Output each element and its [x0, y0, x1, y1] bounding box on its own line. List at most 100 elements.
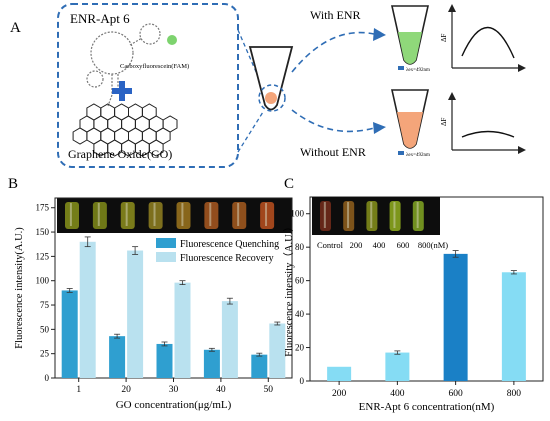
x-tick-label: 200: [332, 389, 347, 399]
panel-a: A ENR-Apt 6 Carboxyfluorescein(FAM) Grap…: [10, 3, 526, 168]
tube-photo-b: [57, 198, 292, 233]
tube-photo: [204, 202, 219, 229]
tube-photo: [260, 202, 275, 229]
hex-cell: [72, 127, 88, 145]
tube-highlight: [97, 203, 100, 226]
hex-cell: [148, 139, 164, 157]
y-tick-label: 60: [295, 276, 305, 286]
go-label: Graphene Oxide(GO): [68, 147, 172, 161]
y-tick-label: 50: [40, 324, 50, 334]
bar-recovery: [269, 323, 286, 378]
tube-label: 200: [350, 240, 363, 250]
graphene-lattice-icon: [72, 103, 178, 157]
bar-quenching: [203, 349, 220, 378]
bar-recovery: [79, 241, 96, 378]
y-tick-label: 80: [295, 242, 305, 252]
tube-highlight: [237, 203, 240, 226]
bar-quenching: [251, 354, 268, 378]
tube-highlight: [393, 202, 396, 228]
x-tick-label: 20: [121, 385, 131, 395]
arrow-head-bottom-icon: [373, 122, 386, 134]
tube-green-icon: [391, 5, 429, 70]
y-tick-label: 150: [36, 227, 50, 237]
bar-quenching: [61, 290, 78, 378]
y-tick-label: 40: [295, 309, 305, 319]
tube-highlight: [181, 203, 184, 226]
chart-b: 0 25 50 75 100 125 150 175 1 20 30 40 50 Fluorescence…: [14, 197, 293, 411]
aptamer-structure-icon: [86, 23, 161, 107]
mini-plot-top: ΔF: [440, 4, 526, 72]
without-enr-label: Without ENR: [300, 145, 366, 159]
panel-b: B 0 25 50 75 100 125 150 175 1 20 30 40 50 Fluorescen…: [8, 176, 293, 411]
chart-c: 0 20 40 60 80 100 200 400 600 800 ENR-Apt 6 concen…: [283, 196, 544, 413]
y-tick-label: 0: [300, 376, 305, 386]
panel-a-label: A: [10, 20, 21, 36]
bar: [385, 352, 410, 381]
legend-label: Fluorescence Quenching: [180, 239, 279, 250]
tube-highlight: [153, 203, 156, 226]
arrow-head-top-icon: [373, 28, 386, 41]
legend-swatch: [156, 238, 176, 248]
x-tick-label: 30: [169, 385, 179, 395]
tube-label: 600: [397, 240, 410, 250]
y-tick-label: 175: [36, 203, 50, 213]
delta-f-bottom: ΔF: [440, 117, 448, 126]
aptamer-title: ENR-Apt 6: [70, 11, 130, 26]
panel-c: C 0 20 40 60 80 100 200 400 600 800 ENR-Apt 6 conc…: [283, 176, 544, 413]
mini-plot-bottom: ΔF: [440, 92, 526, 154]
y-tick-label: 100: [291, 209, 305, 219]
bar: [501, 272, 526, 381]
arrow-without-enr: [291, 109, 375, 133]
with-enr-label: With ENR: [310, 8, 361, 22]
bar: [327, 366, 352, 381]
lambda-bottom: λex=492nm: [406, 153, 430, 158]
tube-label: 400: [373, 240, 386, 250]
tube-highlight: [347, 202, 350, 228]
tube-photo: [176, 202, 191, 229]
x-tick-label: 1: [76, 385, 81, 395]
legend-label: Fluorescence Recovery: [180, 253, 274, 264]
y-tick-label: 0: [45, 373, 50, 383]
panel-c-label: C: [284, 176, 294, 192]
x-axis-title: ENR-Apt 6 concentration(nM): [359, 401, 495, 413]
tube-highlight: [370, 202, 373, 228]
y-axis-title: Fluorescence intensity(A.U.): [14, 227, 25, 349]
bar: [443, 253, 468, 381]
bar-recovery: [221, 301, 238, 378]
y-tick-label: 75: [40, 300, 50, 310]
bar-recovery: [174, 282, 191, 378]
plus-icon: [112, 81, 132, 101]
delta-f-top: ΔF: [440, 33, 448, 42]
lambda-top: λex=492nm: [406, 68, 430, 73]
photo-background: [57, 198, 292, 233]
zoom-line-bottom: [237, 111, 264, 153]
tube-photo: [148, 202, 163, 229]
tube-photo: [120, 202, 135, 229]
bar-recovery: [127, 250, 144, 378]
x-axis-title: GO concentration(μg/mL): [116, 399, 232, 411]
tube-label: Control: [317, 240, 344, 250]
tube-highlight: [69, 203, 72, 226]
x-tick-label: 50: [264, 385, 274, 395]
y-tick-label: 125: [36, 251, 50, 261]
center-tube-icon: [248, 46, 294, 112]
arrow-with-enr: [291, 31, 375, 73]
tube-highlight: [125, 203, 128, 226]
x-tick-label: 400: [390, 389, 405, 399]
x-tick-label: 800: [507, 389, 522, 399]
y-tick-label: 20: [295, 343, 305, 353]
x-tick-label: 600: [449, 389, 464, 399]
tube-highlight: [209, 203, 212, 226]
y-axis-title: Fluorescence intensity（A.U.）: [283, 221, 295, 357]
tube-highlight: [323, 202, 326, 228]
tube-photo-c: Control 200 400 600 800(nM): [312, 197, 448, 250]
y-tick-label: 25: [40, 349, 50, 359]
tube-highlight: [265, 203, 268, 226]
tube-orange-icon: [391, 89, 429, 155]
panel-b-label: B: [8, 176, 18, 192]
y-tick-label: 100: [36, 276, 50, 286]
tube-photo: [232, 202, 247, 229]
bar-quenching: [156, 343, 173, 378]
tube-label: 800(nM): [418, 240, 448, 250]
